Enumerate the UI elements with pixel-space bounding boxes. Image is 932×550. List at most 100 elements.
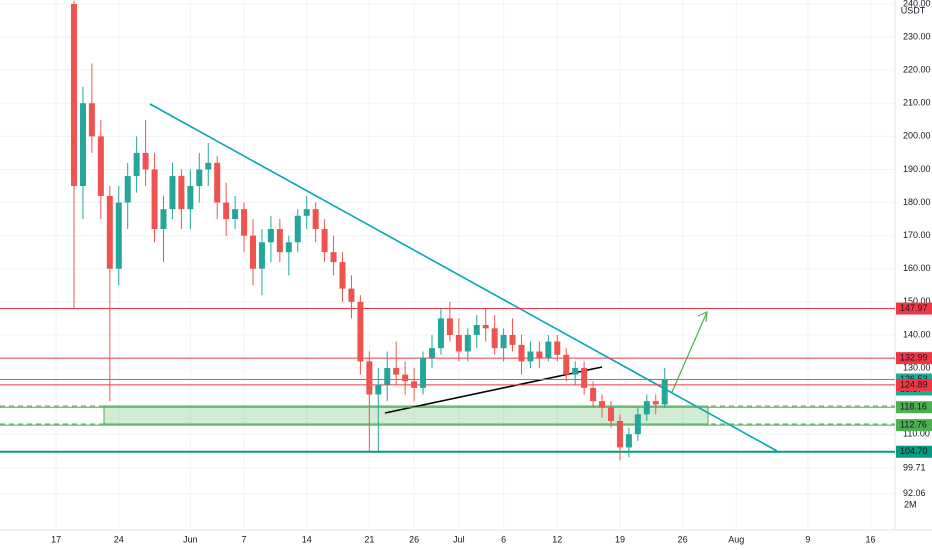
candle-body [160,209,167,230]
candle-body [634,414,641,435]
candle-body [250,235,256,269]
y-tick-label: 140.00 [903,329,931,339]
x-tick-label: 17 [51,534,61,544]
candle-body [411,381,418,388]
candle-body [437,318,444,349]
x-tick-label: 9 [805,534,810,544]
candle-body [572,368,579,375]
candle-body [500,334,507,349]
x-tick-label: 26 [678,534,688,544]
candle-body [366,361,373,395]
y-tick-label: 180.00 [903,197,931,207]
candle-body [536,351,543,359]
candle-body [106,195,113,269]
candle-body [625,434,632,448]
candle-body [643,401,650,415]
candle-body [205,162,212,170]
candle-body [142,152,149,170]
candle-body [178,176,185,210]
drawings [0,103,895,452]
candle-body [652,401,659,405]
candle-body [276,229,283,253]
candle-body [196,169,203,186]
price-badge-label: 112.76 [900,419,927,429]
volume-label: 2M [904,499,917,509]
candle-body [258,242,265,269]
candle-body [71,3,77,186]
price-badge-label: 126.53 [900,374,928,384]
price-badge [896,419,932,432]
candle-body [294,215,301,243]
y-tick-label: 240.00 [903,0,931,8]
candle-body [590,387,597,402]
x-tick-label: 16 [866,534,876,544]
x-tick-label: 19 [615,534,625,544]
x-tick-label: 24 [114,534,124,544]
candle-body [482,324,489,329]
candle-body [169,176,176,210]
candle-body [214,162,221,203]
candle-body [267,229,274,243]
y-tick-label: 92.06 [903,488,926,498]
y-tick-label: 190.00 [903,164,931,174]
candle-body [518,344,525,362]
y-tick-label: 220.00 [903,65,931,75]
candle-body [375,384,382,395]
x-tick-label: 21 [364,534,374,544]
price-badge [896,302,932,315]
candle-body [616,420,623,448]
candle-body [285,242,292,253]
candle-body [88,103,95,137]
price-badge-label: 124.89 [900,379,928,389]
x-tick-label: 14 [302,534,312,544]
y-tick-label: 170.00 [903,230,931,240]
candle-body [339,262,346,289]
candle-body [527,351,534,362]
candle-body [581,368,588,388]
candle-body [608,407,614,421]
price-badge-label: 104.70 [900,446,928,456]
candle-body [348,288,355,302]
candle-body [133,152,140,177]
candle-body [330,252,337,263]
candle-body [420,358,427,388]
candle-body [491,328,498,349]
candle-body [357,301,364,362]
y-tick-label: 200.00 [903,131,931,141]
candle-body [464,334,471,352]
candle-body [384,368,391,385]
candle-body [187,185,194,210]
candle-body [393,368,400,375]
candle-body [599,401,606,408]
candle-body [661,379,668,405]
candle-body [312,209,319,230]
candle-body [473,324,480,335]
candle-body [151,169,158,230]
price-badge [896,445,932,458]
price-badge [896,378,932,391]
candle-body [115,202,122,269]
y-tick-label: 130.00 [903,362,931,372]
price-badge-label: 132.99 [900,353,928,363]
candle-body [509,334,516,345]
x-tick-label: Aug [728,534,744,544]
arrow-head [697,311,708,323]
candle-body [429,348,435,359]
candle-body [446,318,453,335]
trend-line [149,103,778,452]
price-badge [896,352,932,365]
candle-body [402,374,409,382]
candle-body [455,334,462,352]
currency-label: USDT [901,5,926,15]
candle-body [124,176,131,203]
candle-body [554,341,561,355]
candle-body [232,209,239,220]
y-tick-label: 99.71 [903,463,926,473]
price-badge-label: 147.97 [900,303,928,313]
x-tick-label: 26 [409,534,419,544]
x-tick-label: 7 [242,534,247,544]
candle-body [241,209,248,236]
x-tick-label: 12 [552,534,562,544]
